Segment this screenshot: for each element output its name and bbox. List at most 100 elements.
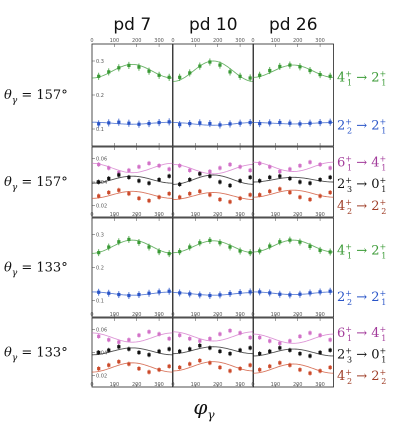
data-point xyxy=(328,338,332,342)
panel-frame xyxy=(252,43,334,147)
data-point xyxy=(228,162,232,167)
data-point xyxy=(117,345,121,349)
data-point xyxy=(97,334,101,338)
transition-label: 2+ 3 → 0+ 1 xyxy=(337,176,386,194)
data-point xyxy=(238,249,242,253)
data-point xyxy=(117,188,121,192)
panel: 0 100 200 300 xyxy=(171,217,254,318)
data-point xyxy=(208,346,212,350)
data-point xyxy=(288,339,292,343)
data-point xyxy=(208,169,212,174)
data-point xyxy=(258,73,262,77)
data-point xyxy=(147,199,151,203)
data-point xyxy=(127,168,131,172)
data-point xyxy=(298,240,302,244)
x-tick-label: 0 xyxy=(171,382,174,388)
y-tick-label: 0.3 xyxy=(96,59,104,65)
x-tick-label: 300 xyxy=(235,382,245,388)
data-point xyxy=(248,168,252,172)
data-point xyxy=(137,292,141,297)
data-point xyxy=(167,289,171,293)
data-point xyxy=(248,76,252,80)
data-point xyxy=(137,196,141,200)
data-point xyxy=(147,121,151,126)
x-tick-label: 200 xyxy=(293,212,303,218)
data-point xyxy=(97,74,101,78)
x-tick-label: 100 xyxy=(271,382,281,388)
data-point xyxy=(318,162,322,167)
x-tick-label: 200 xyxy=(213,212,223,218)
data-point xyxy=(157,349,161,353)
x-tick-label: 200 xyxy=(213,312,223,318)
data-point xyxy=(208,361,212,365)
data-point xyxy=(107,176,111,181)
data-point xyxy=(218,349,222,353)
data-point xyxy=(318,350,322,355)
panel: 0 100 200 300 xyxy=(251,38,334,147)
data-point xyxy=(218,365,222,370)
data-point xyxy=(238,165,242,169)
data-point xyxy=(228,369,232,373)
data-point xyxy=(318,333,322,337)
theta-row-label: θγ = 133° xyxy=(4,261,68,279)
data-point xyxy=(298,368,302,372)
x-tick-label: 300 xyxy=(315,382,325,388)
theta-row-label: θγ = 157° xyxy=(4,88,68,106)
data-point xyxy=(308,371,312,375)
data-point xyxy=(218,293,222,297)
data-point xyxy=(178,195,182,199)
data-point xyxy=(328,175,332,179)
data-point xyxy=(238,74,242,78)
data-point xyxy=(188,71,192,75)
column-title: pd 26 xyxy=(269,15,318,35)
data-point xyxy=(258,179,262,183)
x-tick-label: 200 xyxy=(132,38,142,44)
data-point xyxy=(147,181,151,185)
x-tick-label: 100 xyxy=(271,312,281,318)
x-tick-label: 200 xyxy=(132,212,142,218)
data-point xyxy=(178,250,182,254)
data-point xyxy=(288,167,292,171)
data-point xyxy=(127,237,131,242)
data-point xyxy=(188,347,192,351)
panel-frame xyxy=(252,317,334,388)
panel-frame xyxy=(172,43,254,147)
data-point xyxy=(188,362,192,366)
data-point xyxy=(238,290,242,295)
data-point xyxy=(137,165,141,169)
data-point xyxy=(107,348,111,352)
data-point xyxy=(308,244,312,248)
panel: 0 100 200 300 0.3 0.2 0.1 xyxy=(90,217,173,318)
data-point xyxy=(167,167,171,171)
panel-frame xyxy=(91,217,173,318)
data-point xyxy=(127,175,131,179)
data-point xyxy=(137,350,141,355)
data-point xyxy=(188,337,192,341)
data-point xyxy=(268,189,272,193)
panel: 0 100 200 300 0.3 0.2 0.1 xyxy=(90,38,173,147)
data-point xyxy=(268,244,272,248)
data-point xyxy=(127,362,131,366)
data-point xyxy=(308,331,312,335)
data-point xyxy=(127,293,131,298)
x-tick-label: 200 xyxy=(293,312,303,318)
data-point xyxy=(97,290,101,294)
transition-labels: 4+ 1 → 2+ 1 2+ 2 → 2+ 1 6+ 1 → 4+ 1 2+ 3 → 0+ 1 4+ 2 … xyxy=(337,70,386,386)
y-tick-label: 0.3 xyxy=(96,233,104,239)
data-point xyxy=(107,190,111,195)
data-point xyxy=(178,122,182,127)
data-point xyxy=(107,166,111,170)
data-point xyxy=(198,339,202,343)
data-point xyxy=(278,341,282,345)
data-point xyxy=(288,348,292,352)
data-point xyxy=(117,340,121,344)
y-tick-label: 0.06 xyxy=(96,328,107,334)
data-point xyxy=(178,75,182,79)
data-point xyxy=(127,192,131,196)
data-point xyxy=(208,337,212,341)
data-point xyxy=(278,174,282,178)
y-tick-label: 0.2 xyxy=(96,266,104,272)
data-point xyxy=(278,292,282,296)
